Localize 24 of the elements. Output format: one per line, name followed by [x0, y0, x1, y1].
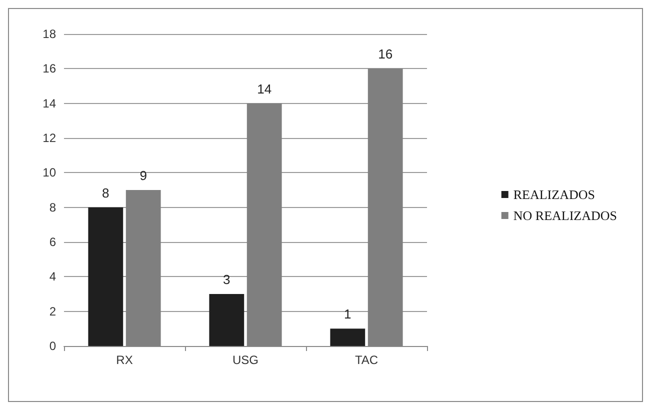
y-tick-label: 16 [42, 62, 56, 76]
bar [209, 294, 244, 346]
y-tick-label: 2 [49, 304, 56, 318]
data-label: 3 [223, 272, 230, 287]
data-label: 16 [378, 46, 393, 62]
legend-label: NO REALIZADOS [513, 208, 618, 223]
data-label: 1 [344, 306, 352, 322]
data-label: 14 [257, 81, 272, 96]
x-tick-label: RX [116, 353, 133, 367]
y-tick-label: 4 [49, 270, 56, 284]
x-tick-label: TAC [354, 353, 378, 367]
legend-label: REALIZADOS [513, 187, 595, 202]
y-tick-label: 8 [49, 200, 56, 214]
y-tick-label: 0 [49, 339, 56, 353]
y-tick-label: 6 [49, 235, 56, 249]
x-tick-label: USG [232, 353, 259, 367]
data-label: 9 [140, 168, 147, 183]
y-tick-label: 18 [42, 27, 56, 41]
y-tick-label: 12 [42, 131, 56, 145]
data-label: 8 [102, 185, 110, 200]
y-tick-label: 10 [42, 166, 56, 180]
y-tick-label: 14 [42, 96, 56, 110]
bar [88, 207, 124, 346]
bar [330, 328, 366, 346]
